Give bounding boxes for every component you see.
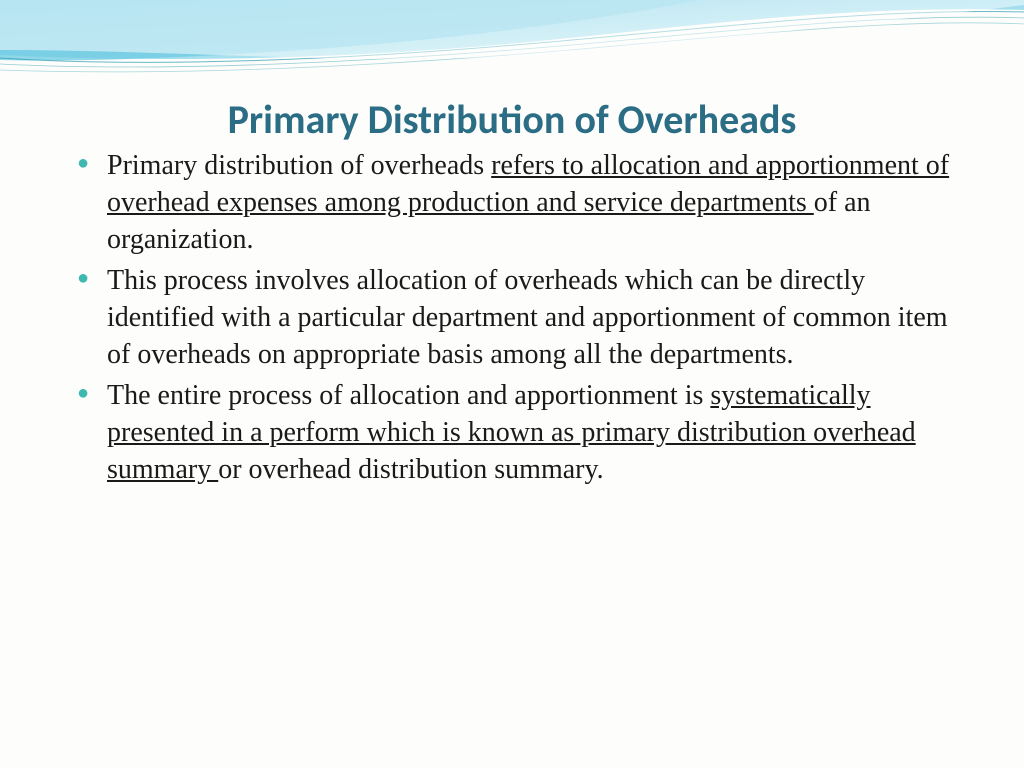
list-item: Primary distribution of overheads refers… bbox=[75, 148, 964, 259]
slide-content: Primary distribution of overheads refers… bbox=[75, 148, 964, 493]
bullet-list: Primary distribution of overheads refers… bbox=[75, 148, 964, 489]
bullet-text-post: or overhead distribution summary. bbox=[218, 454, 603, 485]
slide-title: Primary Distribution of Overheads bbox=[0, 95, 1024, 144]
bullet-text-pre: Primary distribution of overheads bbox=[107, 150, 491, 181]
bullet-text-pre: The entire process of allocation and app… bbox=[107, 380, 710, 411]
list-item: This process involves allocation of over… bbox=[75, 263, 964, 374]
bullet-text-pre: This process involves allocation of over… bbox=[107, 265, 948, 370]
list-item: The entire process of allocation and app… bbox=[75, 378, 964, 489]
